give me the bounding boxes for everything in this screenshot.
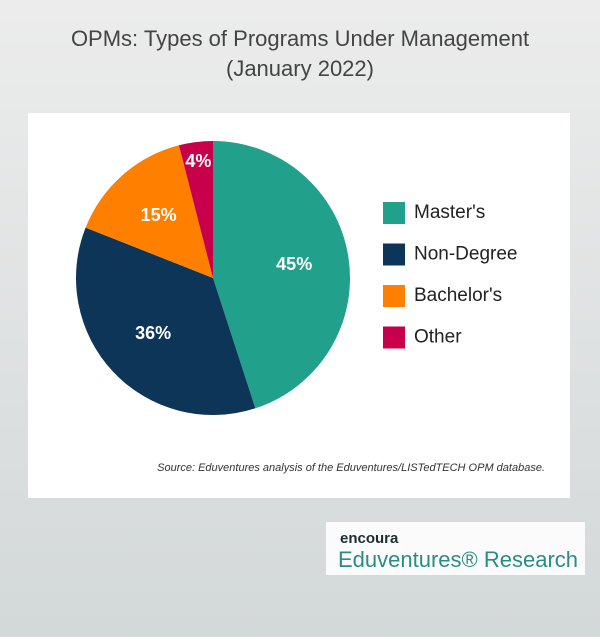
legend-swatch [383, 243, 405, 266]
data-label: 36% [135, 323, 171, 343]
pie-slice [213, 141, 350, 409]
legend-swatch [383, 285, 405, 307]
logo-product: Eduventures® Research [338, 547, 578, 572]
data-label: 45% [276, 254, 312, 274]
legend-label: Non-Degree [414, 244, 518, 265]
source-note: Source: Eduventures analysis of the Eduv… [157, 462, 545, 474]
legend-label: Other [414, 327, 462, 348]
chart-subtitle: (January 2022) [226, 56, 374, 81]
legend-swatch [383, 326, 405, 349]
pie-slice [85, 145, 213, 278]
logo-box [326, 522, 585, 575]
plot: 45% Master's 36% Non-Degree 15% Bachelor's 4% O… [75, 141, 518, 415]
legend-swatch [383, 202, 405, 224]
pie-slice [178, 141, 213, 278]
logo-brand: encoura [340, 530, 399, 547]
data-label: 15% [141, 205, 177, 225]
data-label: 4% [185, 151, 211, 171]
legend-label: Master's [414, 202, 485, 223]
chart-title: OPMs: Types of Programs Under Management [71, 26, 529, 51]
pie-slice [75, 227, 256, 415]
legend-label: Bachelor's [414, 285, 502, 306]
